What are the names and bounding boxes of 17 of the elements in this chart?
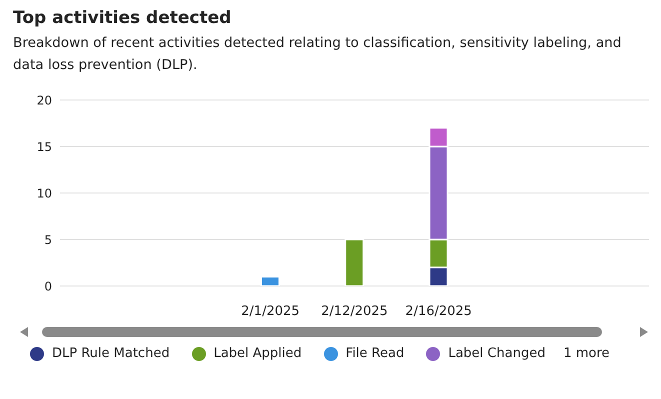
- x-tick-label: 2/16/2025: [405, 304, 472, 320]
- y-tick-label: 10: [36, 186, 52, 200]
- chart-title: Top activities detected: [13, 8, 232, 28]
- y-tick-label: 15: [36, 140, 52, 154]
- legend-label: Label Applied: [214, 346, 302, 361]
- y-tick-label: 0: [44, 279, 52, 294]
- y-tick-label: 20: [36, 93, 52, 108]
- bar: [344, 238, 364, 286]
- legend-label: DLP Rule Matched: [52, 346, 170, 361]
- x-tick-label: 2/12/2025: [321, 304, 388, 320]
- x-tick-label: 2/1/2025: [241, 304, 300, 320]
- legend-label: File Read: [346, 346, 404, 361]
- legend-label: Label Changed: [448, 346, 546, 361]
- bar: [260, 276, 280, 286]
- text: 1 more: [563, 346, 610, 361]
- chart-subtitle: Breakdown of recent activities detected relating to classification, sensitivity labeling, and data loss prevention (DLP).: [13, 34, 622, 75]
- y-tick-label: 5: [44, 232, 52, 247]
